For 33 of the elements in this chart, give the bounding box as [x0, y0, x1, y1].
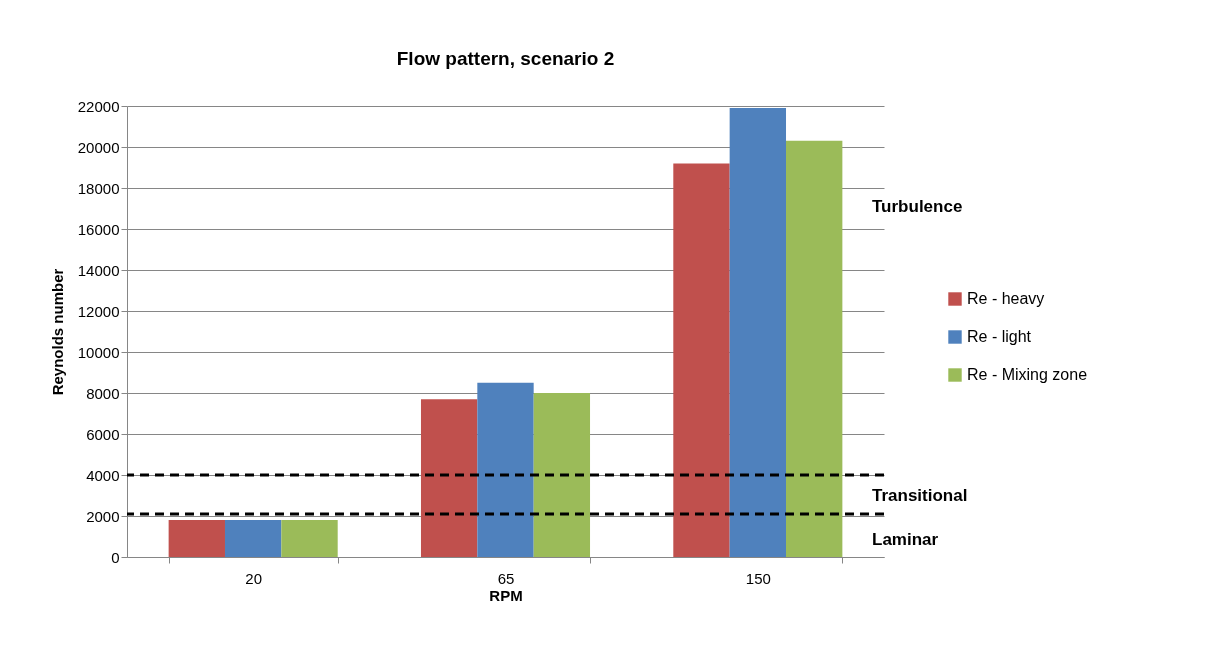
x-tick-label: 65: [497, 569, 515, 587]
x-tick-label: 150: [745, 569, 771, 587]
bar: [477, 382, 534, 557]
y-tick-label: 12000: [77, 302, 120, 320]
x-tick-label: 20: [245, 569, 263, 587]
bar: [533, 393, 591, 557]
legend-label: Re - Mixing zone: [967, 366, 1088, 383]
y-tick-label: 22000: [77, 97, 120, 115]
chart-title: Flow pattern, scenario 2: [396, 48, 615, 69]
y-tick-label: 20000: [77, 138, 120, 156]
bar: [224, 520, 282, 557]
y-tick-label: 8000: [86, 384, 120, 402]
annotation: Turbulence: [872, 197, 963, 217]
legend-label: Re - light: [967, 328, 1032, 345]
y-axis-title: Reynolds number: [48, 268, 66, 396]
y-tick-label: 2000: [86, 507, 120, 525]
y-tick-label: 18000: [77, 179, 120, 197]
y-tick-label: 14000: [77, 261, 120, 279]
annotation: Laminar: [872, 530, 939, 550]
bar: [420, 399, 478, 557]
x-axis-title: RPM: [489, 586, 523, 604]
y-tick-label: 4000: [86, 466, 120, 484]
y-tick-label: 0: [111, 548, 120, 566]
bar: [168, 520, 225, 557]
y-tick-label: 6000: [86, 425, 120, 443]
legend-label: Re - heavy: [967, 290, 1045, 307]
y-tick-label: 16000: [77, 220, 120, 238]
y-tick-label: 10000: [77, 343, 120, 361]
bar: [673, 163, 730, 557]
bar: [786, 140, 843, 557]
annotation: Transitional: [872, 486, 968, 506]
bar: [281, 520, 338, 557]
bar: [729, 108, 787, 557]
